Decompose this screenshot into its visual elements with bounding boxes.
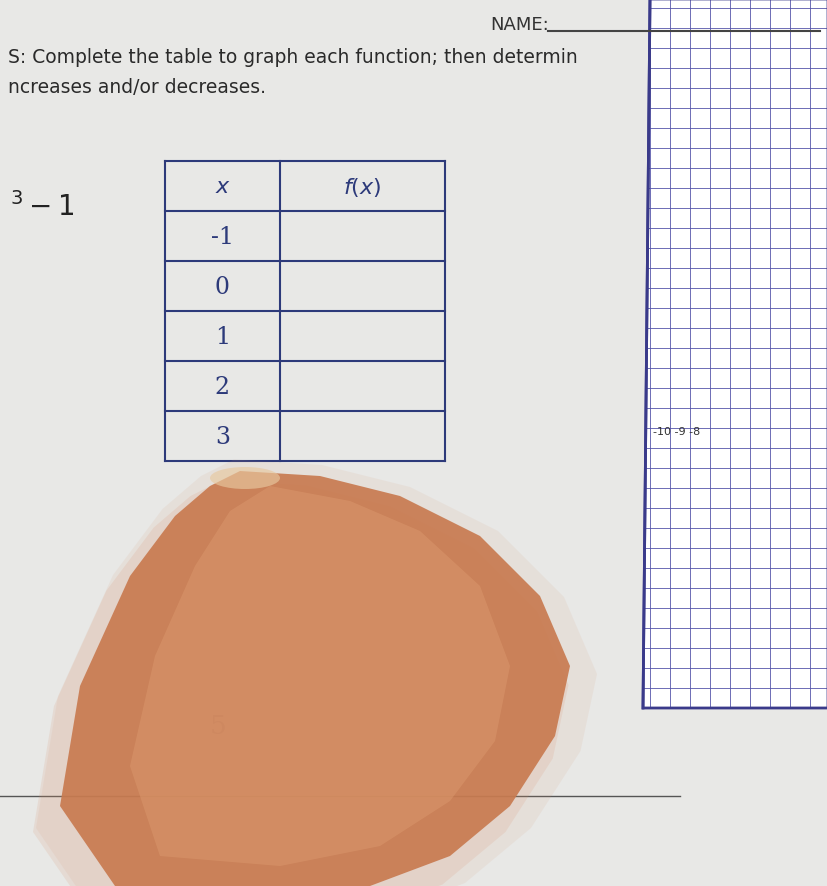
Polygon shape: [33, 481, 568, 886]
Text: 5: 5: [209, 714, 226, 739]
Text: 1: 1: [215, 325, 230, 348]
Polygon shape: [130, 486, 509, 866]
Text: 3: 3: [215, 425, 230, 448]
Ellipse shape: [210, 468, 280, 489]
Text: 0: 0: [215, 276, 230, 299]
Polygon shape: [60, 471, 569, 886]
Text: $^3 - 1$: $^3 - 1$: [10, 192, 74, 222]
Text: $f(x)$: $f(x)$: [343, 175, 381, 198]
Text: NAME:: NAME:: [490, 16, 548, 34]
Text: -1: -1: [211, 225, 234, 248]
Text: -10 -9 -8: -10 -9 -8: [653, 427, 700, 437]
Text: S: Complete the table to graph each function; then determin: S: Complete the table to graph each func…: [8, 48, 577, 66]
Text: 2: 2: [215, 375, 230, 398]
Text: ncreases and/or decreases.: ncreases and/or decreases.: [8, 77, 265, 97]
Text: $x$: $x$: [214, 175, 230, 198]
Polygon shape: [643, 0, 827, 708]
Polygon shape: [36, 460, 596, 886]
